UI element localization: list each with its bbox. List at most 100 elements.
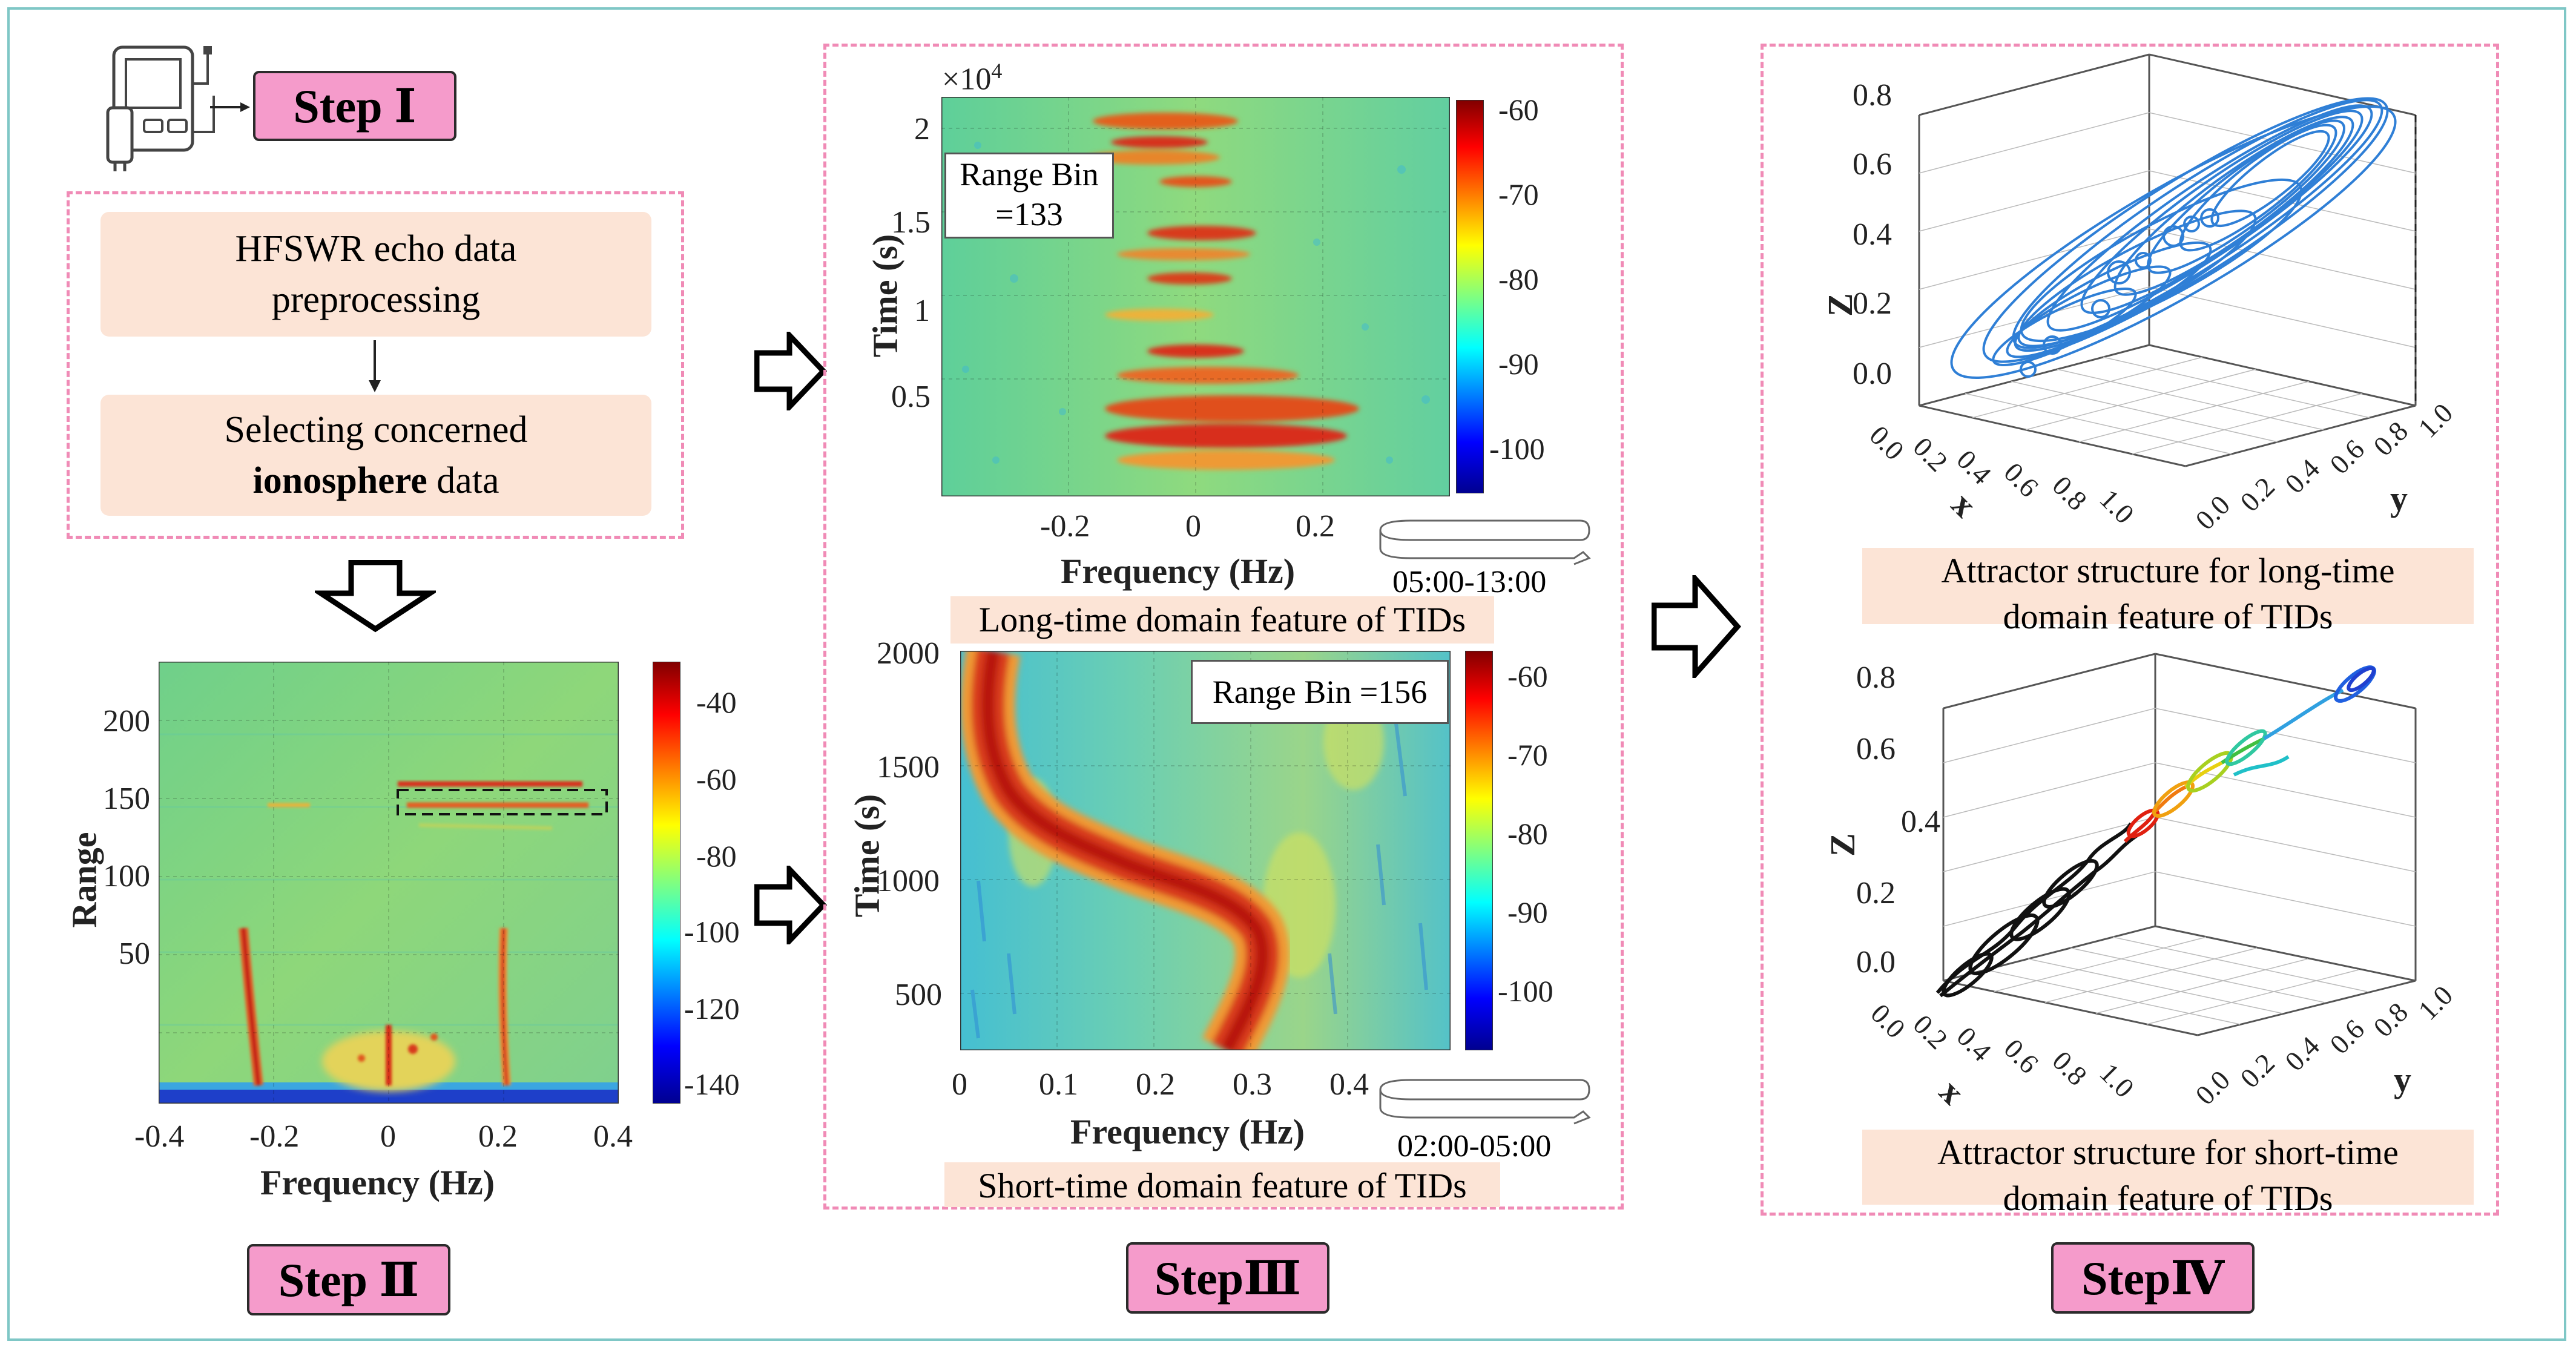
short-xlabel: Frequency (Hz) xyxy=(1070,1112,1305,1151)
attractor-short-plot xyxy=(1935,653,2417,1036)
selecting-line-1: Selecting concerned xyxy=(224,409,528,450)
rd-x-tick: 0.2 xyxy=(478,1119,518,1154)
attr-long-z-tick: 0.2 xyxy=(1853,286,1892,321)
attr-long-ylabel: y xyxy=(2390,479,2408,518)
attractor-panel xyxy=(1761,44,2499,1216)
long-x-tick: 0 xyxy=(1185,509,1201,544)
rd-y-tick: 150 xyxy=(103,782,150,816)
step-2-badge: Step Ⅱ xyxy=(247,1244,450,1315)
short-cb-tick: -70 xyxy=(1507,738,1548,772)
attr-long-caption: Attractor structure for long-time domain… xyxy=(1862,548,2474,636)
long-range-bin-line-1: Range Bin xyxy=(960,156,1099,193)
long-cb-tick: -80 xyxy=(1498,262,1539,296)
rd-ylabel: Range xyxy=(64,832,104,928)
attr-short-z-tick: 0.2 xyxy=(1856,876,1896,910)
short-y-tick: 500 xyxy=(895,978,942,1012)
rd-xlabel: Frequency (Hz) xyxy=(260,1163,495,1202)
selecting-rest: data xyxy=(427,460,499,501)
long-range-bin-label: Range Bin =133 xyxy=(944,153,1114,239)
rd-y-tick: 100 xyxy=(103,859,150,894)
long-cb-tick: -70 xyxy=(1498,177,1539,211)
step-1-badge: Step Ⅰ xyxy=(253,71,456,141)
short-x-tick: 0.3 xyxy=(1233,1067,1272,1102)
outer-frame xyxy=(7,7,2566,1341)
rd-cb-tick: -100 xyxy=(684,915,740,949)
short-x-tick: 0.2 xyxy=(1136,1067,1175,1102)
long-time-caption: Long-time domain feature of TIDs xyxy=(950,596,1494,644)
long-time-window: 05:00-13:00 xyxy=(1392,565,1547,599)
short-cb-tick: -60 xyxy=(1507,659,1548,693)
short-colorbar xyxy=(1465,651,1493,1050)
short-y-tick: 1500 xyxy=(877,750,940,785)
rd-y-tick: 200 xyxy=(103,704,150,739)
arrow-icon xyxy=(210,102,250,112)
long-colorbar xyxy=(1456,100,1484,493)
selecting-box: Selecting concerned ionosphere data xyxy=(100,395,651,516)
preprocessing-box: HFSWR echo data preprocessing xyxy=(100,212,651,337)
long-cb-tick: -60 xyxy=(1498,93,1539,127)
short-time-window: 02:00-05:00 xyxy=(1397,1129,1552,1164)
preprocessing-line-1: HFSWR echo data xyxy=(235,228,517,269)
hollow-right-arrow-icon xyxy=(754,866,827,944)
attractor-long-plot xyxy=(1918,53,2417,467)
long-y-tick: 2 xyxy=(914,112,930,146)
attr-short-caption-line-2: domain feature of TIDs xyxy=(2003,1179,2333,1218)
spectrogram-panel xyxy=(823,44,1624,1210)
short-range-bin-label: Range Bin =156 xyxy=(1191,660,1449,724)
rd-x-tick: 0 xyxy=(380,1119,396,1154)
preprocessing-line-2: preprocessing xyxy=(271,279,481,320)
long-y-tick: 1.5 xyxy=(891,205,931,240)
attr-short-caption: Attractor structure for short-time domai… xyxy=(1862,1130,2474,1218)
rd-x-tick: -0.4 xyxy=(134,1119,185,1154)
rd-x-tick: 0.4 xyxy=(593,1119,633,1154)
preprocessing-panel xyxy=(67,191,684,539)
radar-device-icon xyxy=(106,45,215,171)
attr-long-caption-line-2: domain feature of TIDs xyxy=(2003,597,2333,636)
long-xlabel: Frequency (Hz) xyxy=(1061,551,1296,591)
long-exponent-base: ×10 xyxy=(942,62,992,97)
down-arrow-icon xyxy=(369,340,381,392)
long-y-tick: 0.5 xyxy=(891,380,931,414)
attr-short-z-tick: 0.6 xyxy=(1856,732,1896,766)
long-range-bin-line-2: =133 xyxy=(995,196,1063,232)
long-x-tick: -0.2 xyxy=(1040,509,1090,544)
rd-cb-tick: -120 xyxy=(684,992,740,1025)
attr-long-z-tick: 0.0 xyxy=(1853,357,1892,391)
selecting-line-2: ionosphere data xyxy=(253,455,499,506)
attr-long-z-tick: 0.8 xyxy=(1853,78,1892,113)
long-ylabel: Time (s) xyxy=(865,234,905,358)
short-y-tick: 2000 xyxy=(877,636,940,671)
long-cb-tick: -90 xyxy=(1498,347,1539,381)
hollow-right-arrow-icon xyxy=(1652,575,1742,678)
hollow-down-arrow-icon xyxy=(315,560,436,633)
long-time-window-arrow xyxy=(1379,519,1591,565)
short-time-caption: Short-time domain feature of TIDs xyxy=(944,1162,1500,1207)
rd-cb-tick: -80 xyxy=(696,839,737,873)
long-y-tick: 1 xyxy=(914,294,930,328)
rd-cb-tick: -40 xyxy=(696,685,737,719)
attr-short-caption-line-1: Attractor structure for short-time xyxy=(1937,1133,2399,1172)
short-cb-tick: -90 xyxy=(1507,895,1548,929)
short-x-tick: 0 xyxy=(952,1067,967,1102)
attr-short-z-tick: 0.8 xyxy=(1856,660,1896,695)
short-cb-tick: -100 xyxy=(1498,974,1553,1008)
short-cb-tick: -80 xyxy=(1507,817,1548,851)
short-x-tick: 0.4 xyxy=(1329,1067,1369,1102)
range-doppler-map xyxy=(159,662,619,1104)
rd-y-tick: 50 xyxy=(119,937,150,971)
attr-long-z-tick: 0.6 xyxy=(1853,147,1892,182)
long-time-spectrogram xyxy=(941,97,1450,496)
hollow-right-arrow-icon xyxy=(754,332,827,410)
attr-long-caption-line-1: Attractor structure for long-time xyxy=(1941,551,2395,590)
step-3-badge: StepⅢ xyxy=(1126,1242,1329,1314)
ionosphere-bold: ionosphere xyxy=(252,460,427,501)
long-exponent-power: 4 xyxy=(991,59,1003,83)
short-y-tick: 1000 xyxy=(877,864,940,898)
short-time-window-arrow xyxy=(1379,1079,1591,1125)
short-ylabel: Time (s) xyxy=(847,794,887,918)
rd-cb-tick: -140 xyxy=(684,1067,740,1101)
attr-long-z-tick: 0.4 xyxy=(1853,217,1892,252)
attr-short-z-tick: 0.0 xyxy=(1856,945,1896,979)
rd-x-tick: -0.2 xyxy=(249,1119,300,1154)
rd-cb-tick: -60 xyxy=(696,762,737,796)
